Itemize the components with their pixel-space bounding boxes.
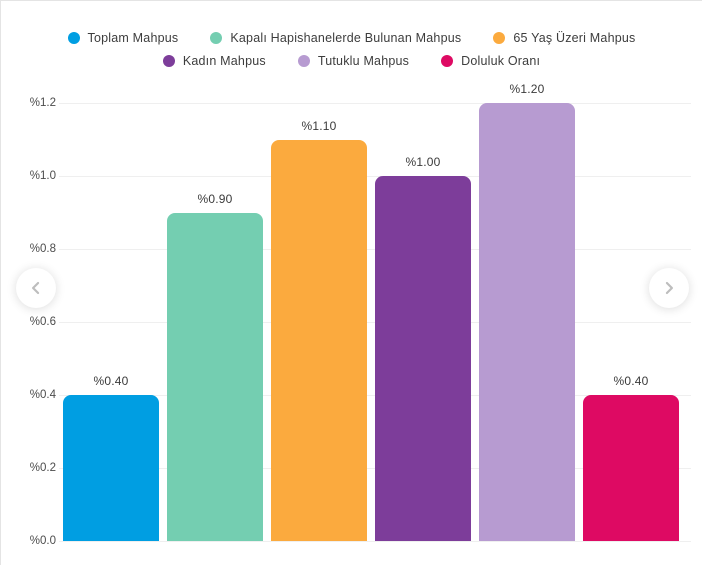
bar-value-label: %1.20 [509,82,545,96]
gridline [59,176,691,177]
y-axis-tick-label: %1.2 [29,97,56,109]
legend-row: Toplam Mahpus Kapalı Hapishanelerde Bulun… [67,31,636,45]
y-axis-tick-label: %0.2 [29,462,56,474]
y-axis-tick-label: %0.6 [29,316,56,328]
y-axis-tick-label: %0.0 [29,535,56,547]
legend-item-label: Toplam Mahpus [87,31,179,45]
bar-value-label: %0.40 [613,374,649,388]
y-axis-tick-label: %0.4 [29,389,56,401]
gridline [59,103,691,104]
y-axis-tick-label: %1.0 [29,170,56,182]
bar-value-label: %1.10 [301,118,337,133]
gridline [59,541,691,542]
legend-color-dot-icon [441,55,454,67]
bar-value-label: %1.00 [405,155,441,169]
bar-3[interactable] [271,139,367,541]
legend-color-dot-icon [493,32,506,44]
bar-value-label: %0.40 [93,374,129,388]
bar-4[interactable] [375,176,471,541]
legend-item-label: Kadın Mahpus [182,54,266,68]
bar-2[interactable] [167,212,263,541]
bar-1[interactable] [63,395,159,541]
legend-item-label: Tutuklu Mahpus [317,54,410,68]
legend-item-1[interactable]: Toplam Mahpus [67,31,179,45]
legend-item-4[interactable]: Kadın Mahpus [162,54,266,68]
chevron-right-icon [665,281,673,295]
legend-row: Kadın Mahpus Tutuklu Mahpus Doluluk Oranı [162,54,540,68]
legend-item-6[interactable]: Doluluk Oranı [441,54,540,68]
y-axis-tick-label: %0.8 [29,243,56,255]
legend-item-3[interactable]: 65 Yaş Üzeri Mahpus [493,31,635,45]
bar-value-label: %0.90 [197,191,233,206]
legend-item-5[interactable]: Tutuklu Mahpus [297,54,410,68]
legend-color-dot-icon [67,32,80,44]
carousel-next-button[interactable] [649,268,689,308]
legend-color-dot-icon [210,32,223,44]
chart-legend: Toplam Mahpus Kapalı Hapishanelerde Bulun… [1,31,702,68]
legend-item-label: Doluluk Oranı [461,54,541,68]
bar-6[interactable] [583,395,679,541]
legend-item-label: Kapalı Hapishanelerde Bulunan Mahpus [230,31,462,45]
carousel-prev-button[interactable] [16,268,56,308]
bar-5[interactable] [479,103,575,541]
legend-item-label: 65 Yaş Üzeri Mahpus [513,31,636,45]
legend-item-2[interactable]: Kapalı Hapishanelerde Bulunan Mahpus [210,31,461,45]
chevron-left-icon [32,281,40,295]
legend-color-dot-icon [162,55,175,67]
legend-color-dot-icon [297,55,310,67]
